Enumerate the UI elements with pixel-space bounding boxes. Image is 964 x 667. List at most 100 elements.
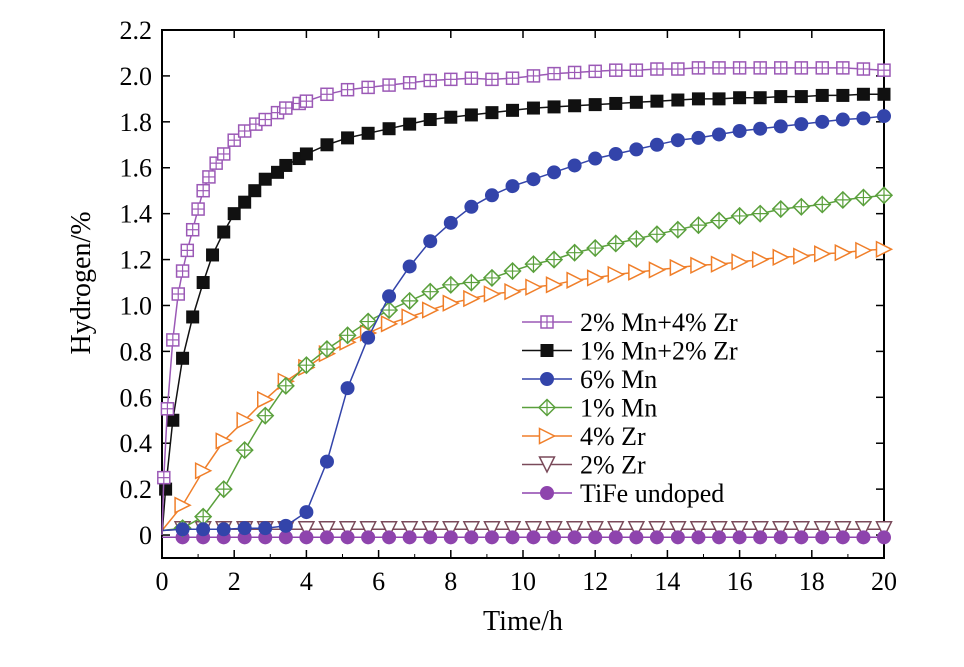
data-point [753,530,768,545]
data-point [403,117,417,131]
data-point [628,263,646,281]
data-point [238,195,252,209]
data-point [483,285,502,303]
data-point [464,108,478,122]
data-point [877,109,891,124]
data-point [588,151,603,166]
x-tick-label: 18 [799,567,825,596]
data-point [258,172,272,186]
data-point [421,521,439,539]
data-point [340,530,355,545]
data-point [753,121,768,136]
data-point [237,521,252,536]
data-point [588,98,602,112]
data-point [815,88,829,102]
data-point [794,530,809,545]
data-point [401,308,419,326]
x-tick-label: 12 [582,567,608,596]
y-tick-label: 1.4 [120,200,153,229]
legend: 2% Mn+4% Zr1% Mn+2% Zr6% Mn1% Mn4% Zr2% … [522,308,738,508]
data-point [421,301,440,319]
data-point [484,530,499,545]
data-point [712,92,726,106]
y-tick-label: 0 [139,521,152,550]
y-axis-title: Hydrogen/% [66,211,97,354]
data-point [526,530,541,545]
legend-item: TiFe undoped [522,479,724,508]
data-point [627,521,646,539]
data-point [361,126,375,140]
data-point [877,530,891,545]
y-tick-label: 2.0 [120,62,153,91]
data-point [836,88,850,102]
data-point [856,87,870,101]
series-line [161,248,885,531]
data-point [545,276,564,294]
legend-item: 1% Mn [522,394,657,423]
data-point [464,530,479,545]
data-point [464,199,479,214]
y-tick-label: 0.6 [120,383,153,412]
data-point [443,215,458,230]
legend-label: 2% Mn+4% Zr [580,308,738,337]
data-point [712,127,727,142]
data-point [174,496,192,514]
data-point [217,225,231,239]
data-point [648,261,667,279]
data-point [186,310,200,324]
series-4 [161,240,894,531]
data-point [319,530,334,545]
data-point [670,133,685,148]
data-point [794,90,808,104]
legend-label: 6% Mn [580,365,657,394]
data-point [854,521,873,539]
data-point [503,521,522,539]
data-point [732,124,747,139]
x-tick-label: 2 [228,567,241,596]
data-point [216,522,231,537]
data-point [815,530,830,545]
data-point [609,96,623,110]
data-point [361,530,376,545]
x-axis-title: Time/h [483,606,563,637]
legend-marker [540,486,554,500]
data-point [772,248,790,266]
data-point [773,530,788,545]
data-point [380,315,399,333]
y-tick-label: 1.0 [120,291,153,320]
data-point [586,521,604,539]
data-point [524,521,543,539]
series-layer [157,61,894,545]
data-point [400,521,419,539]
x-tick-label: 4 [300,567,313,596]
data-point [793,247,811,265]
data-point [669,521,687,539]
data-point [689,521,708,539]
data-point [442,521,460,539]
data-point [526,101,540,115]
data-point [567,530,582,545]
data-point [359,521,377,539]
data-point [194,462,213,480]
legend-marker [540,372,554,386]
y-tick-label: 1.8 [120,108,153,137]
series-3 [161,186,894,538]
data-point [565,521,584,539]
data-point [423,113,437,127]
data-point [751,521,769,539]
data-point [710,255,729,273]
data-point [505,530,520,545]
y-tick-label: 1.2 [120,246,153,275]
data-point [568,99,582,113]
data-point [505,179,520,194]
series-2 [161,109,891,537]
y-tick-label: 1.6 [120,154,153,183]
data-point [402,530,417,545]
data-point [463,289,481,308]
data-point [835,530,850,545]
data-point [813,521,831,539]
data-point [753,91,767,105]
data-point [671,93,685,107]
axes-layer: 0 2 4 6 8 10 12 14 16 18 20 0 0.2 0.4 0.6 0.8 1.0 1.2 1.4 1… [120,16,898,596]
data-point [442,294,460,312]
